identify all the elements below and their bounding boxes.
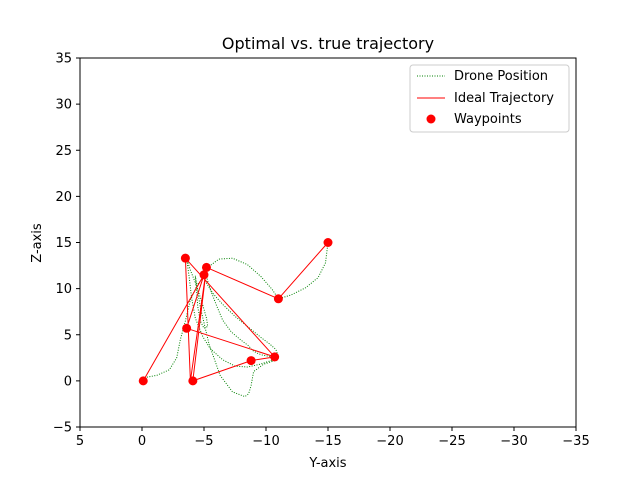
waypoint-marker <box>182 323 192 333</box>
y-tick-label: −5 <box>53 421 72 436</box>
y-tick-label: 35 <box>55 52 72 67</box>
x-tick-label: −20 <box>376 434 403 449</box>
ideal-trajectory-line <box>142 242 329 382</box>
legend-drone-label: Drone Position <box>454 69 548 84</box>
plot-area <box>138 238 333 398</box>
y-tick-label: 5 <box>64 328 72 343</box>
x-tick-label: 0 <box>138 434 146 449</box>
chart-title: Optimal vs. true trajectory <box>222 34 434 53</box>
y-tick-label: 25 <box>55 144 72 159</box>
legend-waypoint-marker <box>426 114 436 124</box>
y-tick-label: 15 <box>55 236 72 251</box>
waypoint-marker <box>180 253 190 263</box>
y-axis-ticks: −5 0 5 10 15 20 25 30 35 <box>53 52 80 436</box>
waypoint-marker <box>270 352 280 362</box>
legend: Drone Position Ideal Trajectory Waypoint… <box>409 64 570 133</box>
x-tick-label: 5 <box>76 434 84 449</box>
y-tick-label: 20 <box>55 190 72 205</box>
waypoint-marker <box>201 262 211 272</box>
waypoint-marker <box>188 376 198 386</box>
x-tick-label: −10 <box>252 434 279 449</box>
x-tick-label: −5 <box>194 434 213 449</box>
legend-waypoints-label: Waypoints <box>454 112 522 127</box>
waypoint-marker <box>199 270 209 280</box>
legend-ideal-label: Ideal Trajectory <box>454 91 554 106</box>
y-tick-label: 0 <box>64 374 72 389</box>
x-axis-label: Y-axis <box>308 456 346 471</box>
x-tick-label: −30 <box>500 434 527 449</box>
waypoint-marker <box>138 376 148 386</box>
y-axis-label: Z-axis <box>30 223 45 263</box>
legend-box <box>409 64 570 133</box>
waypoint-marker <box>323 238 333 247</box>
x-tick-label: −15 <box>314 434 341 449</box>
y-tick-label: 10 <box>55 282 72 297</box>
x-axis-ticks: 5 0 −5 −10 −15 −20 −25 −30 −35 <box>76 427 590 449</box>
x-tick-label: −25 <box>438 434 465 449</box>
waypoint-marker <box>273 294 283 304</box>
x-tick-label: −35 <box>562 434 589 449</box>
waypoint-marker <box>246 356 256 366</box>
y-tick-label: 30 <box>55 98 72 113</box>
